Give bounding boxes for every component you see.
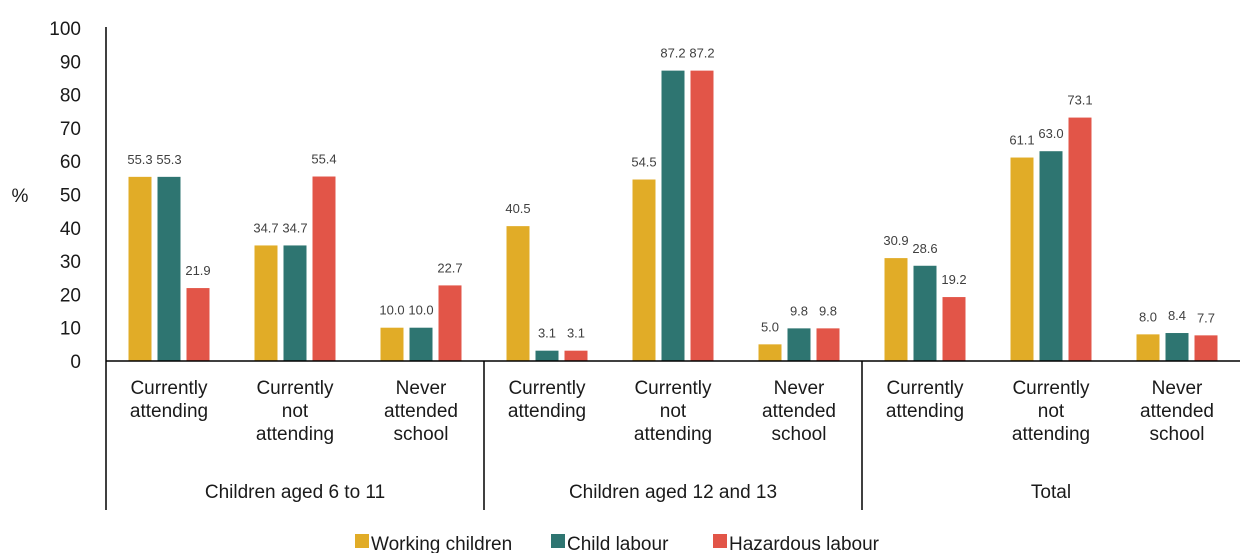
legend-swatch bbox=[355, 534, 369, 548]
bar bbox=[438, 285, 462, 361]
bar bbox=[1194, 335, 1218, 361]
y-tick-label: 50 bbox=[60, 186, 81, 207]
data-label: 9.8 bbox=[790, 303, 808, 318]
data-label: 40.5 bbox=[505, 201, 530, 216]
bar bbox=[690, 70, 714, 362]
axes bbox=[105, 27, 1240, 510]
y-axis-label: % bbox=[12, 186, 29, 207]
data-label: 87.2 bbox=[689, 46, 714, 61]
bar bbox=[535, 350, 559, 361]
bar bbox=[942, 297, 966, 361]
bar bbox=[157, 176, 181, 361]
data-label: 9.8 bbox=[819, 303, 837, 318]
data-label: 8.0 bbox=[1139, 309, 1157, 324]
y-tick-label: 0 bbox=[70, 352, 81, 373]
bar bbox=[758, 344, 782, 361]
y-tick-label: 80 bbox=[60, 86, 81, 107]
data-label: 55.4 bbox=[311, 152, 336, 167]
data-label: 34.7 bbox=[282, 220, 307, 235]
group-labels: Children aged 6 to 11 Children aged 12 an… bbox=[205, 482, 1071, 503]
data-label: 87.2 bbox=[660, 46, 685, 61]
data-label: 61.1 bbox=[1009, 133, 1034, 148]
bar bbox=[283, 245, 307, 361]
bar bbox=[312, 176, 336, 361]
legend-swatch bbox=[713, 534, 727, 548]
group-label: Children aged 6 to 11 bbox=[205, 482, 385, 503]
legend-label: Hazardous labour bbox=[729, 534, 880, 553]
data-label: 54.5 bbox=[631, 155, 656, 170]
bar bbox=[884, 258, 908, 361]
y-ticks: 0 10 20 30 40 50 60 70 80 90 100 bbox=[49, 19, 81, 373]
data-label: 28.6 bbox=[912, 241, 937, 256]
data-label: 21.9 bbox=[185, 263, 210, 278]
data-label: 7.7 bbox=[1197, 310, 1215, 325]
bar bbox=[632, 179, 656, 361]
bar bbox=[1136, 334, 1160, 361]
category-label: Currently not attending bbox=[634, 378, 712, 445]
y-tick-label: 40 bbox=[60, 219, 81, 240]
bar bbox=[661, 70, 685, 362]
bar bbox=[564, 350, 588, 361]
category-label: Currently attending bbox=[886, 378, 964, 422]
data-label: 55.3 bbox=[156, 152, 181, 167]
bar bbox=[913, 265, 937, 361]
data-labels: 55.3 55.3 21.9 34.7 34.7 55.4 10.0 10.0 22.7 40.5… bbox=[127, 46, 1215, 341]
category-label: Never attended school bbox=[384, 378, 458, 445]
y-tick-label: 60 bbox=[60, 152, 81, 173]
category-label: Never attended school bbox=[762, 378, 836, 445]
bar bbox=[380, 327, 404, 361]
data-label: 55.3 bbox=[127, 152, 152, 167]
bar bbox=[128, 176, 152, 361]
category-label: Currently attending bbox=[508, 378, 586, 422]
category-labels: Currently attending Currently not attending N… bbox=[130, 378, 1214, 445]
data-label: 63.0 bbox=[1038, 126, 1063, 141]
y-tick-label: 30 bbox=[60, 252, 81, 273]
category-label: Currently not attending bbox=[1012, 378, 1090, 445]
data-label: 73.1 bbox=[1067, 93, 1092, 108]
bar bbox=[254, 245, 278, 361]
y-tick-label: 70 bbox=[60, 119, 81, 140]
bar bbox=[1010, 157, 1034, 361]
bar bbox=[506, 226, 530, 361]
y-tick-label: 10 bbox=[60, 319, 81, 340]
legend-label: Child labour bbox=[567, 534, 669, 553]
data-label: 34.7 bbox=[253, 220, 278, 235]
bar bbox=[186, 288, 210, 361]
data-label: 5.0 bbox=[761, 319, 779, 334]
y-tick-label: 90 bbox=[60, 52, 81, 73]
data-label: 10.0 bbox=[408, 303, 433, 318]
category-label: Currently not attending bbox=[256, 378, 334, 445]
category-label: Currently attending bbox=[130, 378, 208, 422]
data-label: 10.0 bbox=[379, 303, 404, 318]
data-label: 3.1 bbox=[538, 326, 556, 341]
group-label: Children aged 12 and 13 bbox=[569, 482, 777, 503]
bar bbox=[816, 328, 840, 361]
bar bbox=[1165, 333, 1189, 361]
data-label: 19.2 bbox=[941, 272, 966, 287]
legend-swatch bbox=[551, 534, 565, 548]
data-label: 22.7 bbox=[437, 260, 462, 275]
bar bbox=[1068, 117, 1092, 362]
legend-label: Working children bbox=[371, 534, 512, 553]
data-label: 3.1 bbox=[567, 326, 585, 341]
data-label: 30.9 bbox=[883, 233, 908, 248]
bars bbox=[128, 70, 1218, 362]
y-tick-label: 100 bbox=[49, 19, 81, 40]
legend: Working children Child labour Hazardous la… bbox=[355, 534, 880, 553]
bar bbox=[409, 327, 433, 361]
group-label: Total bbox=[1031, 482, 1071, 503]
bar bbox=[787, 328, 811, 361]
y-tick-label: 20 bbox=[60, 285, 81, 306]
data-label: 8.4 bbox=[1168, 308, 1186, 323]
bar bbox=[1039, 151, 1063, 361]
category-label: Never attended school bbox=[1140, 378, 1214, 445]
